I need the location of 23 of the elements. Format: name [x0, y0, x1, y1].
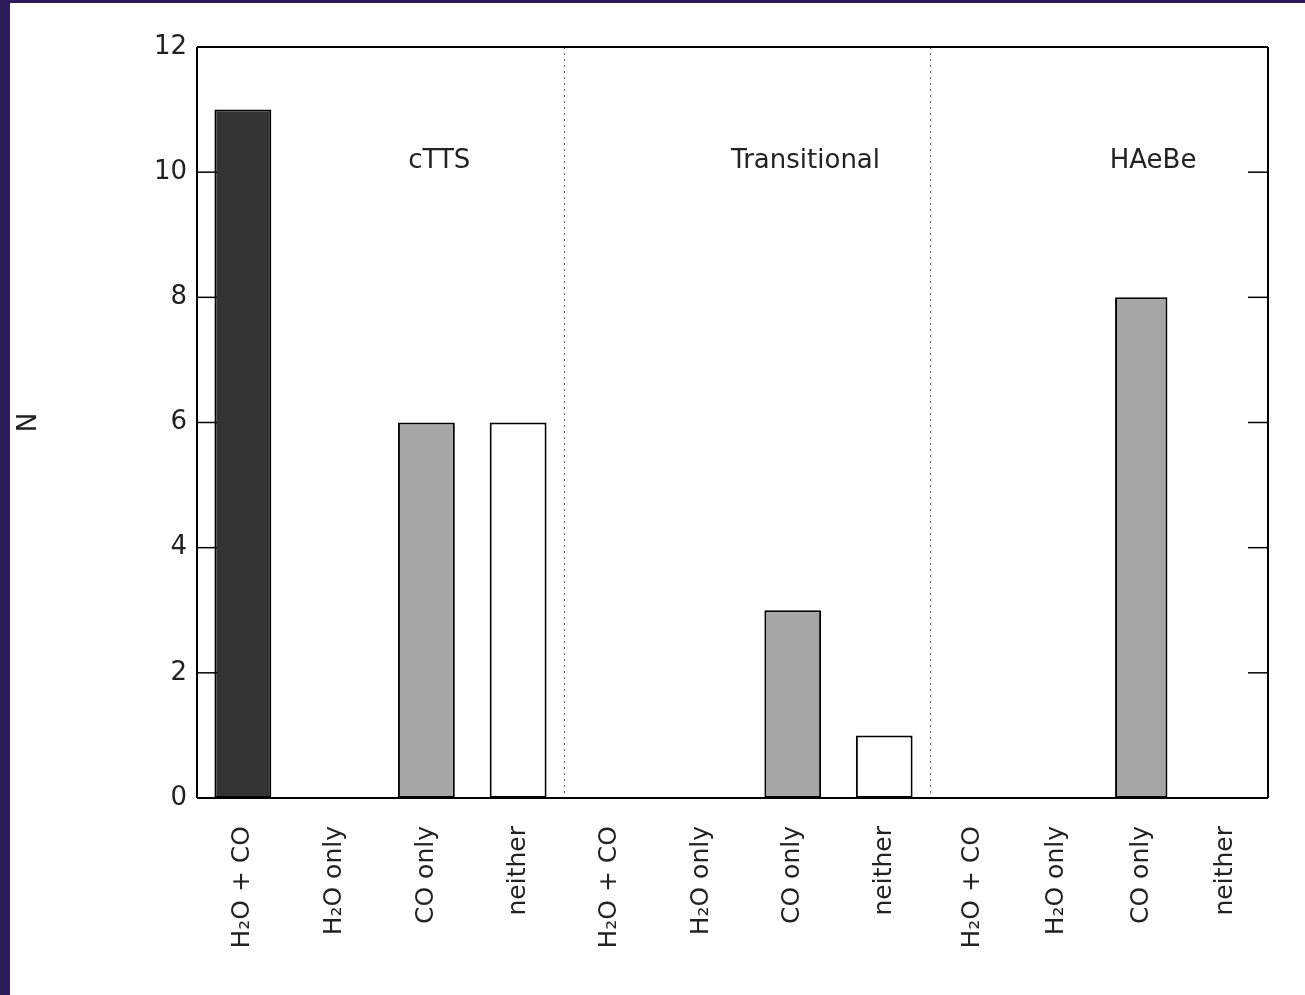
x-tick-label: H₂O + CO — [226, 826, 256, 949]
y-tick-label: 4 — [170, 530, 187, 561]
x-tick-label: CO only — [409, 825, 439, 924]
y-axis-title: N — [12, 412, 43, 433]
x-tick-label: H₂O + CO — [955, 826, 985, 949]
x-tick-label: CO only — [1124, 825, 1154, 924]
annotation: cTTS — [408, 143, 471, 174]
x-tick-label: neither — [501, 825, 531, 916]
x-tick-label: H₂O + CO — [593, 826, 623, 949]
annotation: HAeBe — [1109, 143, 1197, 174]
x-tick-label: neither — [1209, 825, 1239, 916]
y-tick-label: 10 — [153, 154, 187, 185]
x-tick-label: H₂O only — [318, 825, 348, 936]
annotation: Transitional — [730, 143, 881, 174]
x-tick-label: H₂O only — [684, 825, 714, 936]
x-tick-label: CO only — [776, 825, 806, 924]
y-tick-label: 8 — [170, 280, 187, 311]
x-tick-label: H₂O only — [1040, 825, 1070, 936]
x-tick-label: neither — [867, 825, 897, 916]
y-tick-label: 12 — [153, 29, 187, 60]
y-tick-label: 6 — [170, 405, 187, 436]
y-tick-label: 2 — [170, 655, 187, 686]
y-tick-label: 0 — [170, 780, 187, 811]
